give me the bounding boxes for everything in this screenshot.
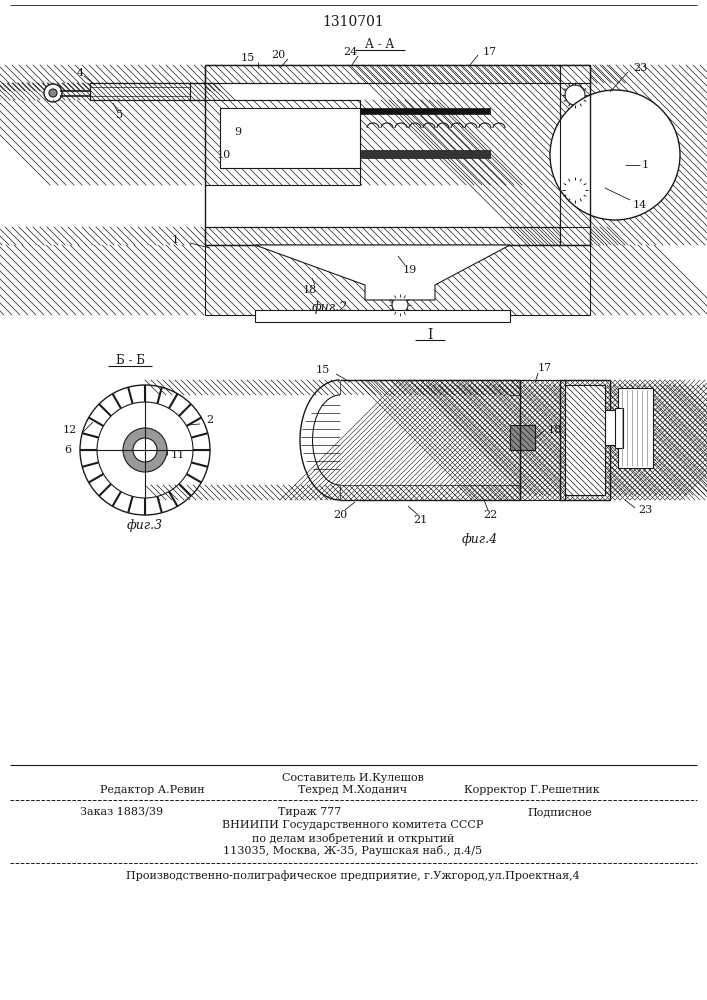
- Text: 1: 1: [641, 160, 648, 170]
- Bar: [205, 100, 360, 108]
- Circle shape: [133, 438, 157, 462]
- Bar: [205, 100, 360, 185]
- Text: 21: 21: [413, 515, 427, 525]
- Text: 1: 1: [171, 235, 179, 245]
- Bar: [615, 408, 623, 448]
- Text: Тираж 777: Тираж 777: [279, 807, 341, 817]
- Text: 4: 4: [76, 68, 83, 78]
- Text: Составитель И.Кулешов: Составитель И.Кулешов: [282, 773, 424, 783]
- Text: 20: 20: [333, 510, 347, 520]
- Circle shape: [49, 89, 57, 97]
- Text: 10: 10: [217, 150, 231, 160]
- Bar: [605, 410, 620, 445]
- Circle shape: [44, 84, 62, 102]
- Text: 24: 24: [343, 47, 357, 57]
- Text: 23: 23: [633, 63, 647, 73]
- Bar: [340, 395, 510, 485]
- Text: 2: 2: [206, 415, 214, 425]
- Bar: [560, 380, 610, 500]
- Text: Техред М.Ходанич: Техред М.Ходанич: [298, 785, 407, 795]
- Bar: [360, 150, 490, 158]
- Text: 19: 19: [403, 265, 417, 275]
- Text: 6: 6: [64, 445, 71, 455]
- Bar: [510, 425, 535, 450]
- Bar: [220, 108, 360, 168]
- Text: ВНИИПИ Государственного комитета СССР: ВНИИПИ Государственного комитета СССР: [222, 820, 484, 830]
- Circle shape: [123, 428, 167, 472]
- Text: Заказ 1883/39: Заказ 1883/39: [80, 807, 163, 817]
- Text: Б - Б: Б - Б: [115, 354, 144, 366]
- Text: 5: 5: [117, 110, 124, 120]
- Text: 18: 18: [303, 285, 317, 295]
- Text: 12: 12: [63, 425, 77, 435]
- Text: 14: 14: [633, 200, 647, 210]
- Circle shape: [565, 180, 585, 200]
- Text: 11: 11: [171, 450, 185, 460]
- Bar: [90, 83, 205, 100]
- Bar: [360, 108, 490, 114]
- Text: 23: 23: [638, 505, 652, 515]
- Text: 15: 15: [241, 53, 255, 63]
- Circle shape: [392, 297, 408, 313]
- Circle shape: [97, 402, 193, 498]
- Text: А - А: А - А: [366, 38, 395, 51]
- Bar: [205, 65, 590, 83]
- Circle shape: [80, 385, 210, 515]
- Text: I: I: [427, 328, 433, 342]
- Text: 15: 15: [316, 365, 330, 375]
- Text: 9: 9: [235, 127, 242, 137]
- Bar: [618, 388, 653, 468]
- Text: 22: 22: [483, 510, 497, 520]
- Text: фиг.2: фиг.2: [312, 300, 348, 314]
- Bar: [565, 385, 605, 495]
- Bar: [340, 380, 520, 395]
- Text: 17: 17: [483, 47, 497, 57]
- Text: 113035, Москва, Ж-35, Раушская наб., д.4/5: 113035, Москва, Ж-35, Раушская наб., д.4…: [223, 846, 483, 856]
- Bar: [340, 485, 520, 500]
- Circle shape: [565, 85, 585, 105]
- Bar: [205, 227, 590, 245]
- Text: Производственно-полиграфическое предприятие, г.Ужгород,ул.Проектная,4: Производственно-полиграфическое предприя…: [126, 871, 580, 881]
- Text: по делам изобретений и открытий: по делам изобретений и открытий: [252, 832, 454, 844]
- Text: 18: 18: [548, 425, 562, 435]
- Text: 20: 20: [271, 50, 285, 60]
- Text: 17: 17: [538, 363, 552, 373]
- Bar: [520, 380, 565, 500]
- Text: Корректор Г.Решетник: Корректор Г.Решетник: [464, 785, 600, 795]
- Text: Подписное: Подписное: [527, 807, 592, 817]
- Bar: [560, 65, 590, 245]
- Bar: [255, 310, 510, 322]
- Text: Редактор А.Ревин: Редактор А.Ревин: [100, 785, 204, 795]
- Polygon shape: [255, 245, 510, 300]
- Text: фиг.3: фиг.3: [127, 518, 163, 532]
- Text: фиг.4: фиг.4: [462, 534, 498, 546]
- Circle shape: [550, 90, 680, 220]
- Text: 1310701: 1310701: [322, 15, 384, 29]
- Bar: [205, 245, 590, 315]
